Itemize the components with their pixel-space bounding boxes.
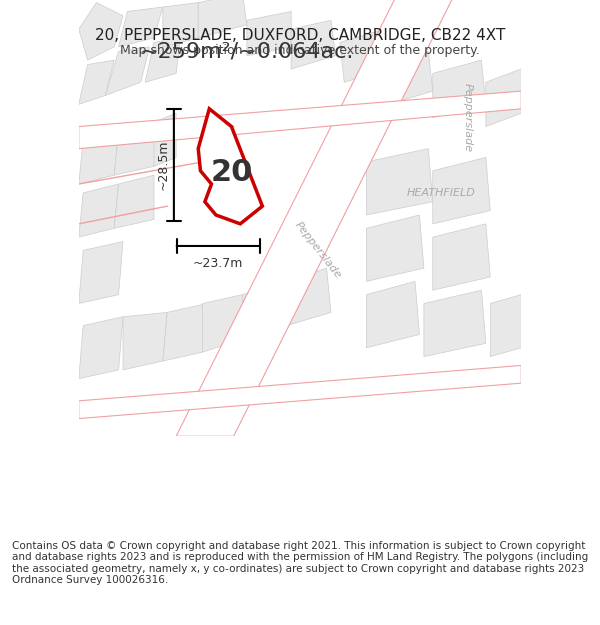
Polygon shape (106, 47, 149, 96)
Polygon shape (433, 224, 490, 290)
Polygon shape (123, 312, 167, 370)
Polygon shape (79, 60, 114, 104)
Text: Pepperslade: Pepperslade (463, 83, 473, 152)
Polygon shape (79, 2, 123, 60)
Text: Contains OS data © Crown copyright and database right 2021. This information is : Contains OS data © Crown copyright and d… (12, 541, 588, 586)
Polygon shape (79, 131, 119, 184)
Polygon shape (490, 294, 521, 357)
Polygon shape (154, 113, 176, 166)
Polygon shape (367, 149, 433, 215)
Polygon shape (367, 281, 419, 348)
Polygon shape (486, 69, 521, 126)
Polygon shape (145, 38, 181, 82)
Text: ~259m²/~0.064ac.: ~259m²/~0.064ac. (140, 41, 354, 61)
Polygon shape (203, 294, 242, 352)
Text: HEATHFIELD: HEATHFIELD (407, 188, 476, 198)
Polygon shape (340, 29, 389, 82)
Polygon shape (79, 91, 521, 149)
Polygon shape (79, 184, 119, 237)
Polygon shape (367, 215, 424, 281)
Polygon shape (163, 304, 207, 361)
Polygon shape (119, 7, 163, 47)
Polygon shape (114, 122, 158, 175)
Polygon shape (242, 281, 287, 339)
Polygon shape (176, 0, 455, 436)
Polygon shape (163, 2, 198, 47)
Text: 20, PEPPERSLADE, DUXFORD, CAMBRIDGE, CB22 4XT: 20, PEPPERSLADE, DUXFORD, CAMBRIDGE, CB2… (95, 28, 505, 43)
Polygon shape (79, 366, 521, 419)
Polygon shape (424, 290, 486, 357)
Text: ~23.7m: ~23.7m (193, 257, 244, 270)
Polygon shape (433, 158, 490, 224)
Polygon shape (433, 60, 486, 118)
Polygon shape (79, 241, 123, 304)
Text: Pepperslade: Pepperslade (292, 220, 343, 281)
Polygon shape (389, 51, 433, 104)
Polygon shape (198, 0, 247, 38)
Text: Map shows position and indicative extent of the property.: Map shows position and indicative extent… (120, 44, 480, 57)
Polygon shape (287, 268, 331, 326)
Polygon shape (79, 317, 123, 379)
Polygon shape (247, 11, 291, 56)
Polygon shape (198, 109, 262, 224)
Polygon shape (114, 175, 154, 228)
Text: 20: 20 (210, 159, 253, 188)
Polygon shape (291, 20, 335, 69)
Text: ~28.5m: ~28.5m (157, 140, 169, 191)
